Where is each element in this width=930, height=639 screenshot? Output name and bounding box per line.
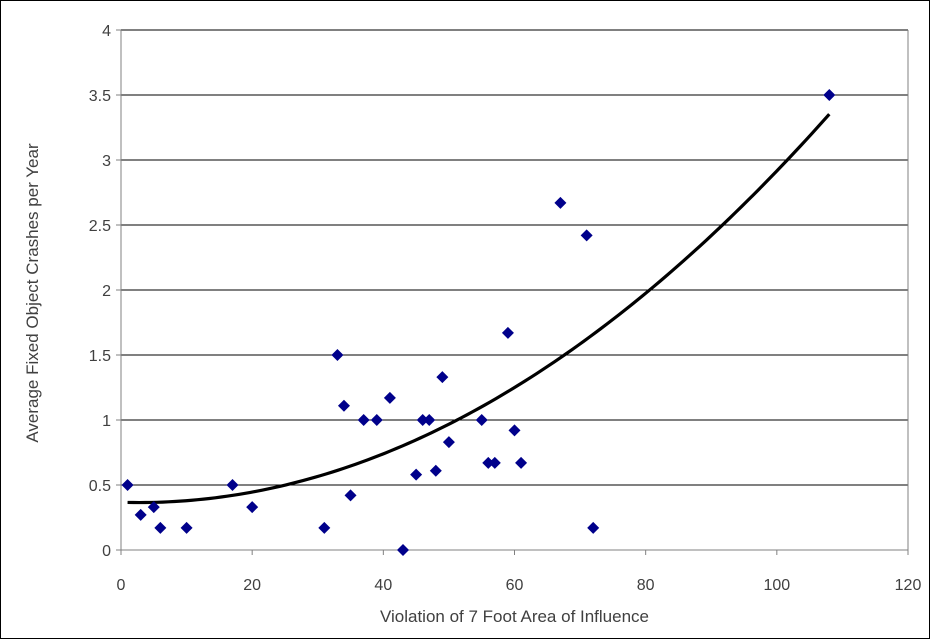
- data-point: [337, 399, 350, 412]
- data-point: [331, 349, 344, 361]
- data-point: [508, 424, 521, 437]
- data-point: [823, 89, 836, 101]
- data-point: [416, 414, 429, 426]
- x-tick-label: 120: [895, 577, 922, 594]
- gridlines: [121, 29, 908, 551]
- y-tick-label: 0: [102, 543, 111, 560]
- x-tick-label: 20: [243, 577, 261, 594]
- data-point: [383, 391, 396, 404]
- data-point: [587, 521, 600, 534]
- data-point: [318, 521, 331, 534]
- data-point: [147, 501, 160, 514]
- data-point: [397, 544, 410, 556]
- y-tick-label: 1.5: [89, 348, 111, 365]
- y-axis-title: Average Fixed Object Crashes per Year: [23, 143, 42, 443]
- x-tick-label: 40: [374, 577, 392, 594]
- y-tick-label: 3.5: [89, 88, 111, 105]
- data-point: [357, 414, 370, 426]
- data-point: [154, 521, 167, 534]
- y-tick-label: 4: [102, 23, 111, 40]
- data-point: [410, 468, 423, 481]
- data-point: [501, 326, 514, 339]
- data-point: [423, 414, 436, 426]
- data-points: [121, 89, 836, 556]
- y-tick-label: 2.5: [89, 218, 111, 235]
- x-tick-labels: 0 20 40 60 80 100 120: [117, 577, 922, 594]
- y-tick-labels: 0 0.5 1 1.5 2 2.5 3 3.5 4: [89, 23, 111, 560]
- y-tick-label: 0.5: [89, 478, 111, 495]
- data-point: [436, 371, 449, 384]
- data-point: [580, 229, 593, 242]
- data-point: [226, 479, 239, 491]
- data-point: [475, 414, 488, 426]
- x-tick-label: 80: [637, 577, 655, 594]
- data-point: [482, 456, 495, 469]
- data-point: [370, 414, 383, 426]
- y-tick-label: 3: [102, 153, 111, 170]
- data-point: [515, 456, 528, 469]
- data-point: [246, 501, 259, 514]
- data-point: [442, 436, 455, 449]
- data-point: [429, 464, 442, 477]
- y-tick-label: 1: [102, 413, 111, 430]
- trendline: [127, 113, 831, 505]
- data-point: [121, 479, 134, 491]
- data-point: [344, 489, 357, 502]
- data-point: [488, 456, 501, 469]
- axes: [116, 29, 909, 555]
- x-tick-label: 0: [117, 577, 126, 594]
- data-point: [134, 508, 147, 521]
- x-tick-label: 100: [763, 577, 790, 594]
- x-tick-label: 60: [506, 577, 524, 594]
- data-point: [554, 196, 567, 209]
- x-axis-title: Violation of 7 Foot Area of Influence: [380, 607, 649, 626]
- y-tick-label: 2: [102, 283, 111, 300]
- data-point: [180, 521, 193, 534]
- trendline-layer: [127, 113, 831, 505]
